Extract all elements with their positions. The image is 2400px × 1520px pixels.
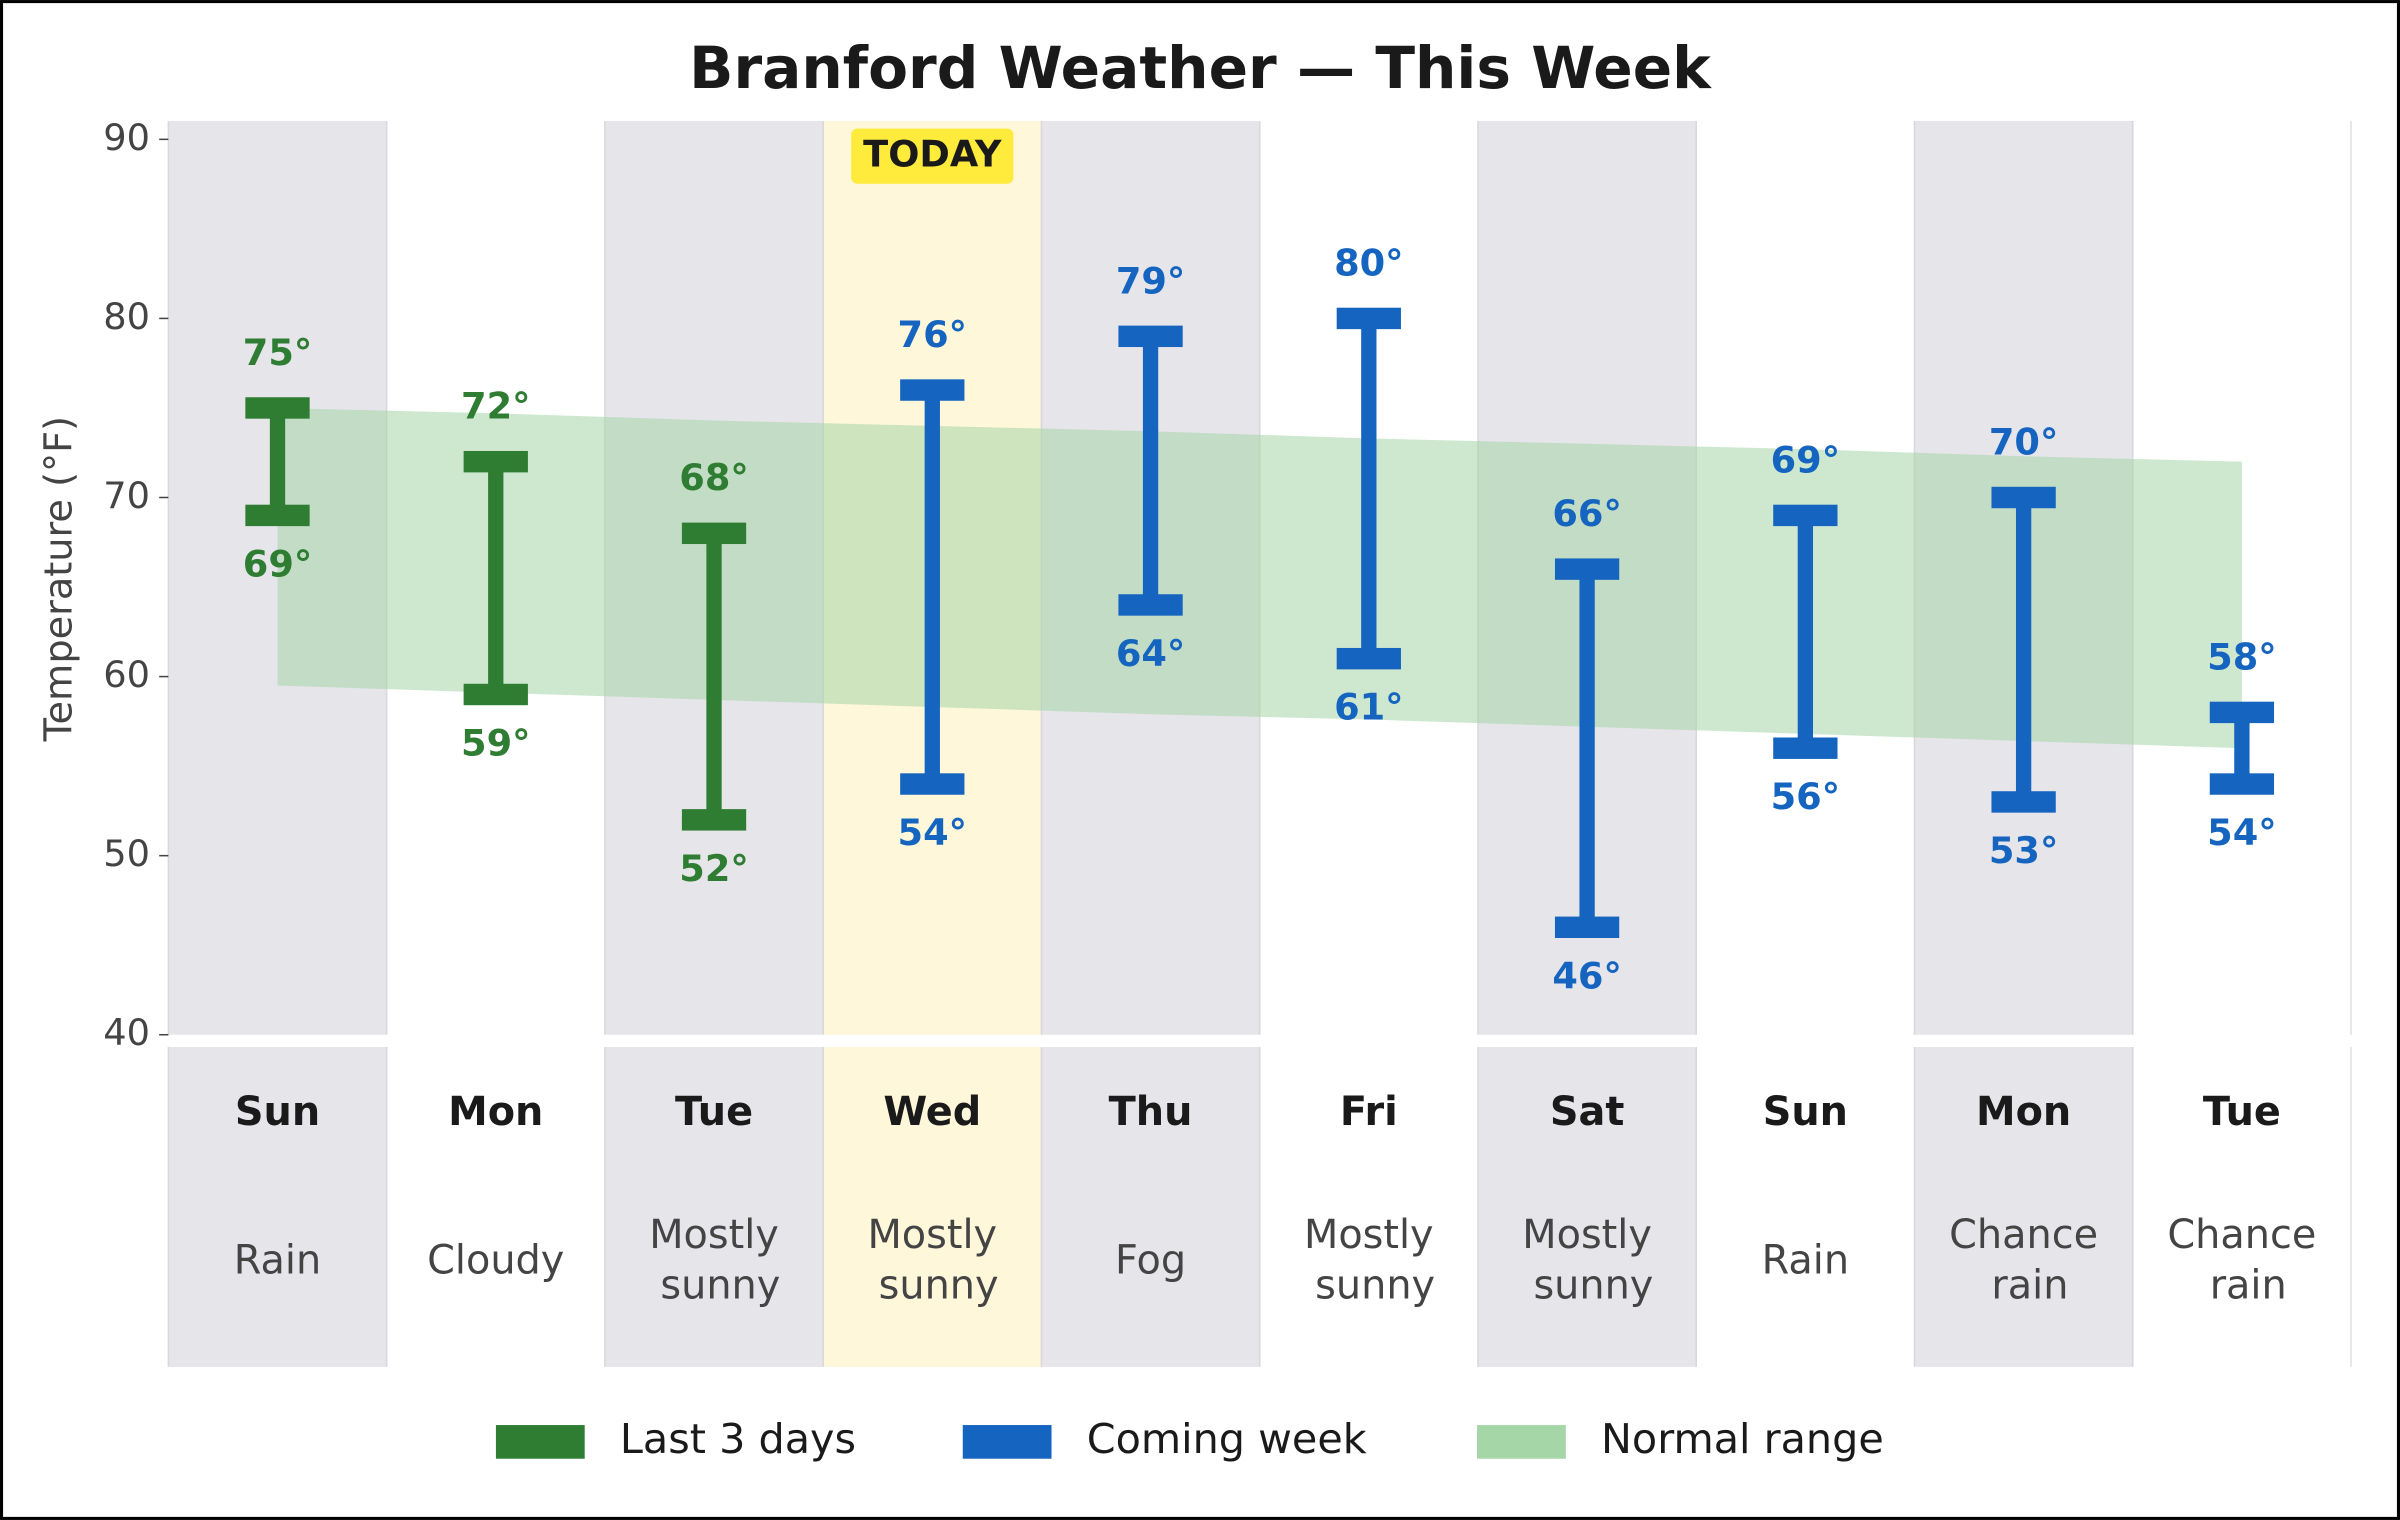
today-label: TODAY (863, 133, 1002, 176)
condition: Mostly sunny (866, 1211, 999, 1308)
high-label: 58° (2207, 635, 2276, 678)
high-cap (1991, 486, 2056, 509)
low-cap (463, 683, 528, 706)
low-label: 54° (898, 811, 967, 854)
column-bg (823, 1046, 1042, 1367)
low-cap (900, 773, 965, 795)
low-cap (681, 809, 747, 831)
condition: Rain (1762, 1237, 1849, 1283)
condition: Chance rain (1949, 1211, 2098, 1308)
range-stem (2015, 497, 2032, 802)
condition: Mostly sunny (1521, 1211, 1654, 1308)
day-name: Sun (235, 1089, 320, 1135)
day-name: Tue (2203, 1089, 2281, 1135)
legend-swatch (1477, 1425, 1566, 1459)
condition: Cloudy (427, 1237, 564, 1283)
high-cap (2209, 701, 2275, 724)
day-name: Mon (1976, 1089, 2071, 1135)
today-badge (851, 128, 1014, 184)
normal-range-band (277, 407, 2242, 749)
column-bg (1041, 1046, 1260, 1367)
high-cap (1336, 307, 1401, 330)
high-label: 79° (1116, 259, 1185, 302)
high-cap (681, 522, 747, 545)
legend-swatch (495, 1425, 585, 1459)
y-tick-label: 40 (103, 1011, 150, 1054)
legend-label: Coming week (1087, 1415, 1367, 1463)
high-cap (245, 397, 310, 419)
low-label: 61° (1334, 686, 1403, 729)
y-tick-label: 50 (103, 832, 150, 875)
low-cap (1118, 594, 1183, 616)
high-label: 75° (243, 331, 312, 374)
low-cap (2209, 773, 2275, 795)
high-cap (1554, 558, 1620, 580)
day-name: Wed (883, 1089, 981, 1135)
range-stem (1579, 569, 1595, 928)
day-name: Sat (1550, 1089, 1625, 1135)
range-stem (488, 461, 504, 695)
legend-label: Normal range (1601, 1415, 1884, 1463)
low-label: 46° (1552, 954, 1621, 997)
day-name: Tue (675, 1089, 753, 1135)
y-tick-label: 90 (103, 116, 150, 159)
column-bg (1477, 1046, 1697, 1367)
day-name: Fri (1340, 1089, 1398, 1135)
column-bg (604, 1046, 824, 1367)
low-label: 52° (679, 847, 748, 890)
low-label: 69° (243, 542, 312, 585)
high-cap (1773, 504, 1838, 527)
low-cap (1991, 791, 2056, 813)
low-label: 64° (1116, 632, 1185, 675)
y-tick-label: 70 (103, 474, 150, 517)
y-axis-label: Temperature (°F) (37, 416, 82, 742)
low-cap (1336, 647, 1401, 670)
range-stem (269, 407, 286, 516)
condition: Chance rain (2167, 1211, 2316, 1308)
low-label: 56° (1771, 775, 1840, 818)
range-stem (1797, 515, 1814, 749)
high-label: 68° (679, 456, 748, 499)
condition: Mostly sunny (648, 1211, 781, 1308)
high-label: 72° (461, 385, 530, 428)
range-stem (924, 390, 940, 785)
chart-title: Branford Weather — This Week (689, 34, 1712, 102)
day-name: Sun (1763, 1089, 1848, 1135)
low-cap (1554, 916, 1620, 939)
range-stem (706, 533, 722, 820)
legend-label: Last 3 days (620, 1415, 856, 1463)
high-label: 80° (1334, 241, 1403, 284)
legend-swatch (962, 1425, 1052, 1459)
day-name: Thu (1109, 1089, 1193, 1135)
range-stem (1361, 318, 1377, 659)
high-label: 70° (1989, 420, 2058, 463)
low-cap (1773, 737, 1838, 759)
low-label: 54° (2207, 811, 2276, 854)
range-stem (2234, 712, 2250, 785)
high-label: 76° (898, 313, 967, 356)
high-label: 69° (1771, 438, 1840, 481)
condition: Fog (1115, 1237, 1186, 1283)
low-label: 53° (1989, 829, 2058, 872)
y-tick-label: 60 (103, 653, 150, 696)
condition: Rain (234, 1237, 321, 1283)
high-cap (900, 379, 965, 401)
low-cap (245, 504, 310, 527)
high-label: 66° (1552, 492, 1621, 535)
y-tick-label: 80 (103, 295, 150, 338)
high-cap (1118, 325, 1183, 348)
column-bg (168, 1046, 387, 1367)
day-name: Mon (448, 1089, 543, 1135)
column-bg (1914, 1046, 2133, 1367)
high-cap (463, 450, 528, 473)
condition: Mostly sunny (1303, 1211, 1436, 1308)
low-label: 59° (461, 722, 530, 765)
range-stem (1142, 336, 1159, 605)
